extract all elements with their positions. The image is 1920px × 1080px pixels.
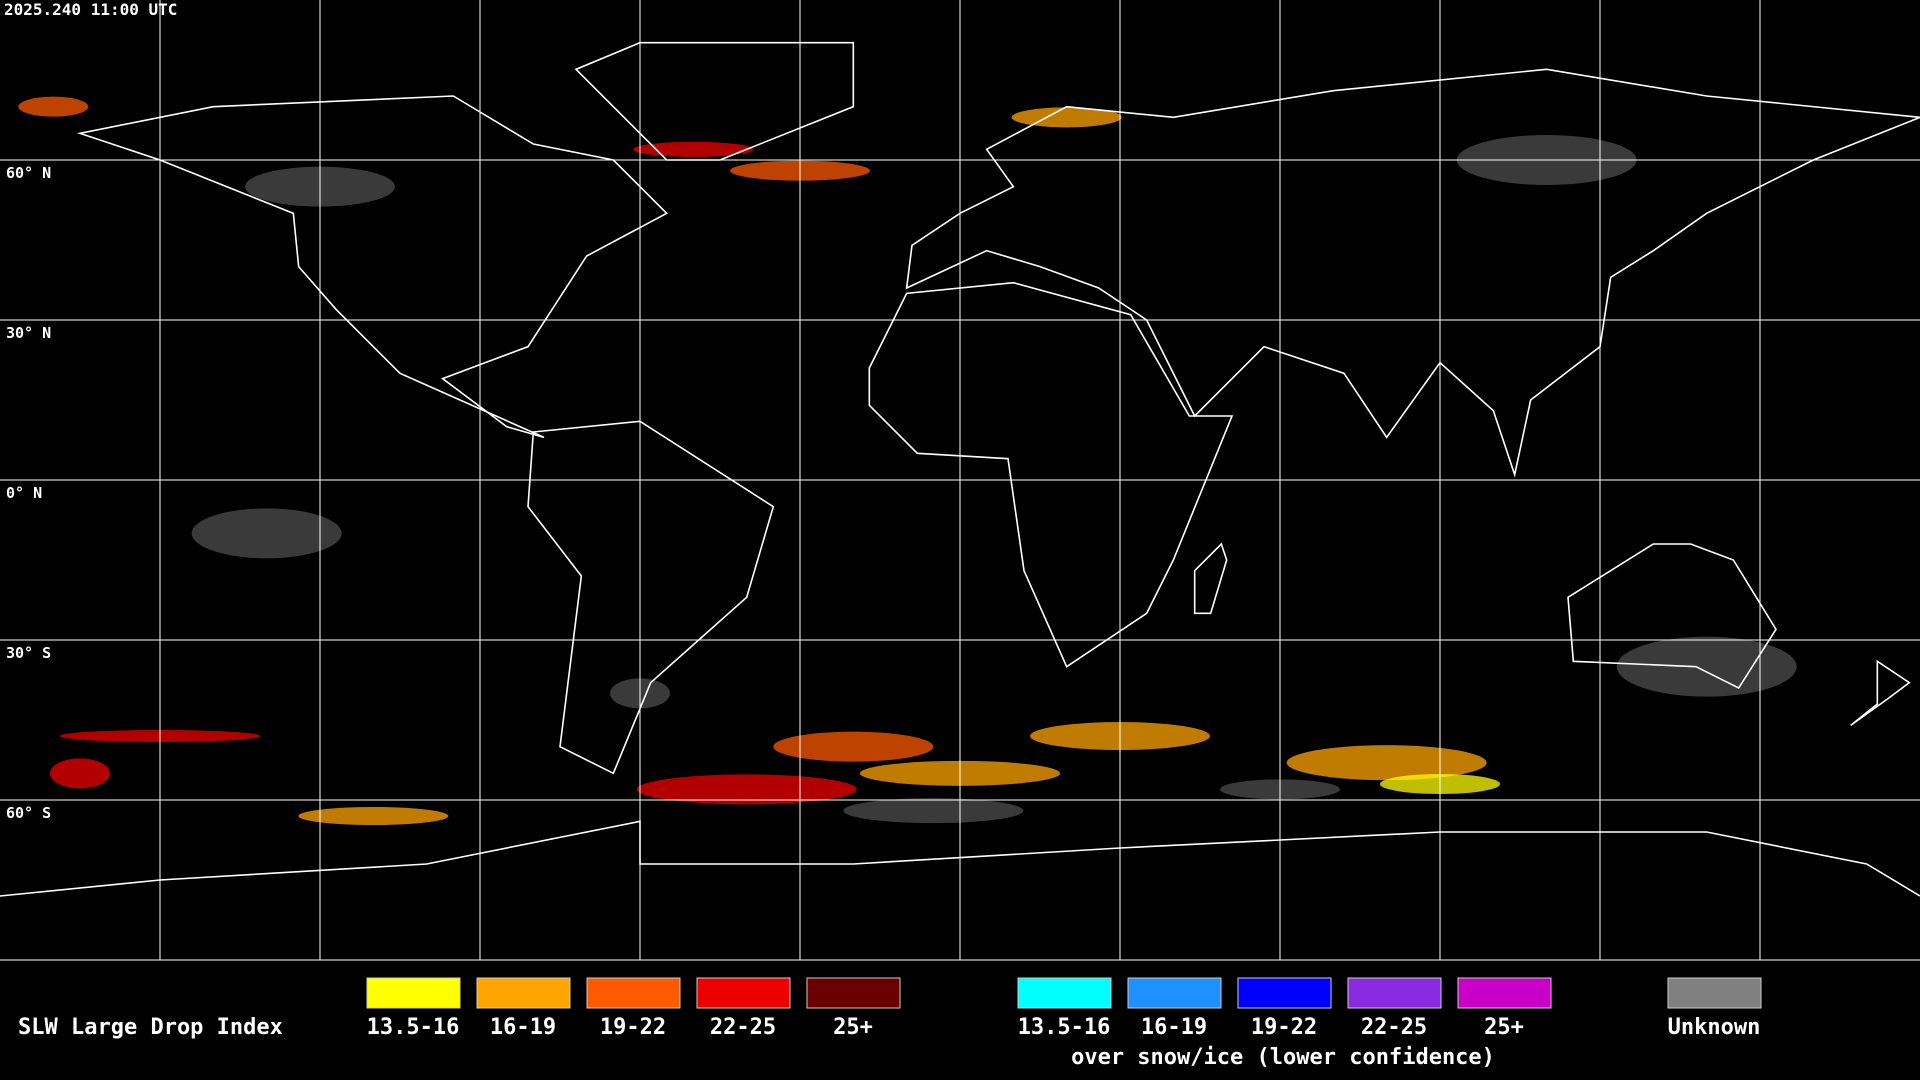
lat-label: 60° S xyxy=(6,804,51,822)
legend-label: 22-25 xyxy=(710,1015,776,1040)
legend-label: Unknown xyxy=(1668,1015,1761,1040)
legend-swatch xyxy=(1347,977,1442,1009)
lat-label: 30° N xyxy=(6,324,51,342)
legend-swatch xyxy=(1457,977,1552,1009)
cloud-patch xyxy=(298,807,449,825)
legend-swatch xyxy=(696,977,791,1009)
legend-label: 25+ xyxy=(833,1015,873,1040)
cloud-patch xyxy=(1616,636,1797,697)
lat-label: 60° N xyxy=(6,164,51,182)
madagascar xyxy=(1193,542,1228,615)
legend-swatch xyxy=(1237,977,1332,1009)
cloud-layer xyxy=(18,96,1797,825)
cloud-patch xyxy=(636,774,857,805)
legend-swatch xyxy=(1017,977,1112,1009)
legend-swatch xyxy=(366,977,461,1009)
australia xyxy=(1567,543,1777,690)
north-america xyxy=(76,95,668,439)
cloud-patch xyxy=(843,798,1024,824)
cloud-patch xyxy=(50,758,110,789)
lat-label: 30° S xyxy=(6,644,51,662)
legend-label: 16-19 xyxy=(490,1015,556,1040)
legend-label: 19-22 xyxy=(600,1015,666,1040)
graticule xyxy=(0,0,1920,961)
cloud-patch xyxy=(191,508,342,559)
legend-label: 19-22 xyxy=(1251,1015,1317,1040)
legend-swatch xyxy=(476,977,571,1009)
eurasia xyxy=(905,68,1920,478)
south-america xyxy=(527,420,775,775)
legend-label: 13.5-16 xyxy=(367,1015,460,1040)
cloud-patch xyxy=(633,141,754,157)
cloud-patch xyxy=(1286,745,1487,781)
legend-title: SLW Large Drop Index xyxy=(18,1015,283,1040)
cloud-patch xyxy=(1011,107,1122,128)
legend-swatch xyxy=(586,977,681,1009)
legend-label: 22-25 xyxy=(1361,1015,1427,1040)
legend-label: 25+ xyxy=(1484,1015,1524,1040)
legend-caption: over snow/ice (lower confidence) xyxy=(1071,1045,1495,1070)
new-zealand xyxy=(1850,659,1911,726)
legend: SLW Large Drop Index over snow/ice (lowe… xyxy=(18,977,1762,1070)
legend-label: 13.5-16 xyxy=(1018,1015,1111,1040)
cloud-patch xyxy=(18,96,89,117)
lat-label: 0° N xyxy=(6,484,42,502)
timestamp: 2025.240 11:00 UTC xyxy=(4,0,177,19)
legend-swatch xyxy=(1667,977,1762,1009)
africa xyxy=(868,281,1234,668)
cloud-patch xyxy=(773,731,934,762)
legend-label: 16-19 xyxy=(1141,1015,1207,1040)
legend-swatch xyxy=(806,977,901,1009)
legend-swatch xyxy=(1127,977,1222,1009)
